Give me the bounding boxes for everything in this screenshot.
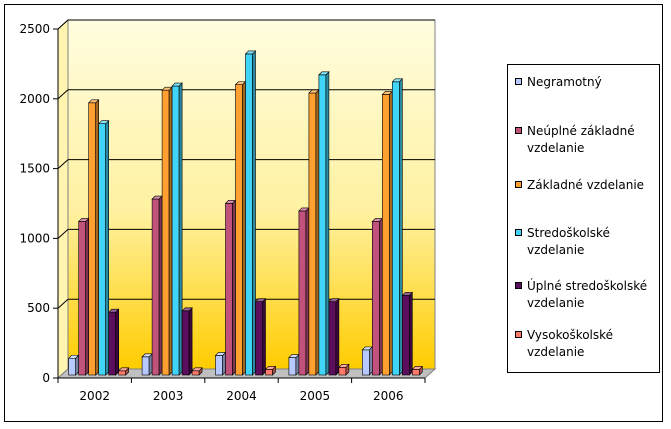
legend-swatch (515, 229, 522, 236)
legend-item: Základné vzdelanie (515, 177, 655, 194)
bar (77, 217, 90, 376)
legend-swatch (515, 78, 522, 85)
y-tick-label: 0 (42, 371, 50, 385)
legend-label: Stredoškolské vzdelanie (527, 226, 610, 257)
bar (328, 297, 340, 376)
x-tick-label: 2004 (226, 389, 257, 403)
bar (371, 217, 384, 376)
x-tick-label: 2002 (79, 389, 110, 403)
gridline-side (57, 229, 69, 239)
legend-item: Neúplné základné vzdelanie (515, 123, 655, 157)
bar (254, 297, 267, 376)
bar (234, 80, 247, 376)
bar (191, 367, 203, 376)
bar (151, 195, 163, 376)
bar (361, 346, 374, 376)
legend-label: Základné vzdelanie (527, 178, 645, 192)
bar (214, 351, 227, 376)
legend-item: Negramotný (515, 74, 655, 91)
bar (67, 354, 80, 376)
side-wall (57, 18, 69, 380)
bar (338, 363, 350, 376)
bar (224, 199, 237, 376)
legend-label: Úplné stredoškolské vzdelanie (527, 279, 648, 310)
legend: Negramotný Neúplné základné vzdelanie Zákl… (507, 64, 660, 373)
bar (308, 89, 320, 376)
x-tick-label: 2003 (153, 389, 184, 403)
bar (381, 90, 394, 376)
gridline-side (57, 19, 69, 30)
bar (411, 365, 424, 376)
bar (244, 50, 257, 376)
legend-label: Negramotný (527, 75, 602, 89)
gridline-side (57, 89, 69, 100)
legend-item: Vysokoškolské vzdelanie (515, 327, 655, 361)
bar (87, 99, 100, 376)
y-tick-label: 2500 (19, 22, 50, 36)
legend-swatch (515, 331, 522, 338)
legend-item: Úplné stredoškolské vzdelanie (515, 278, 655, 312)
bar (97, 119, 110, 376)
bar (107, 308, 120, 376)
bar (318, 71, 330, 376)
bar (391, 78, 404, 376)
x-tick-label: 2005 (300, 389, 331, 403)
bar (171, 82, 183, 376)
gridline-side (57, 159, 69, 169)
legend-label: Neúplné základné vzdelanie (527, 124, 635, 155)
bar (401, 291, 414, 376)
bar (161, 86, 173, 376)
y-tick-label: 500 (27, 301, 50, 315)
y-tick-label: 1000 (19, 231, 50, 245)
x-tick-label: 2006 (373, 389, 404, 403)
bar (288, 353, 300, 376)
y-tick-label: 2000 (19, 92, 50, 106)
bar (264, 365, 277, 376)
bar (141, 353, 153, 376)
legend-swatch (515, 282, 522, 289)
legend-swatch (515, 127, 522, 134)
legend-swatch (515, 181, 522, 188)
gridline-side (57, 298, 69, 309)
legend-label: Vysokoškolské vzdelanie (527, 328, 614, 359)
bar (181, 307, 193, 376)
legend-item: Stredoškolské vzdelanie (515, 225, 655, 259)
y-tick-label: 1500 (19, 162, 50, 176)
bar (117, 367, 130, 376)
bar (298, 207, 310, 376)
